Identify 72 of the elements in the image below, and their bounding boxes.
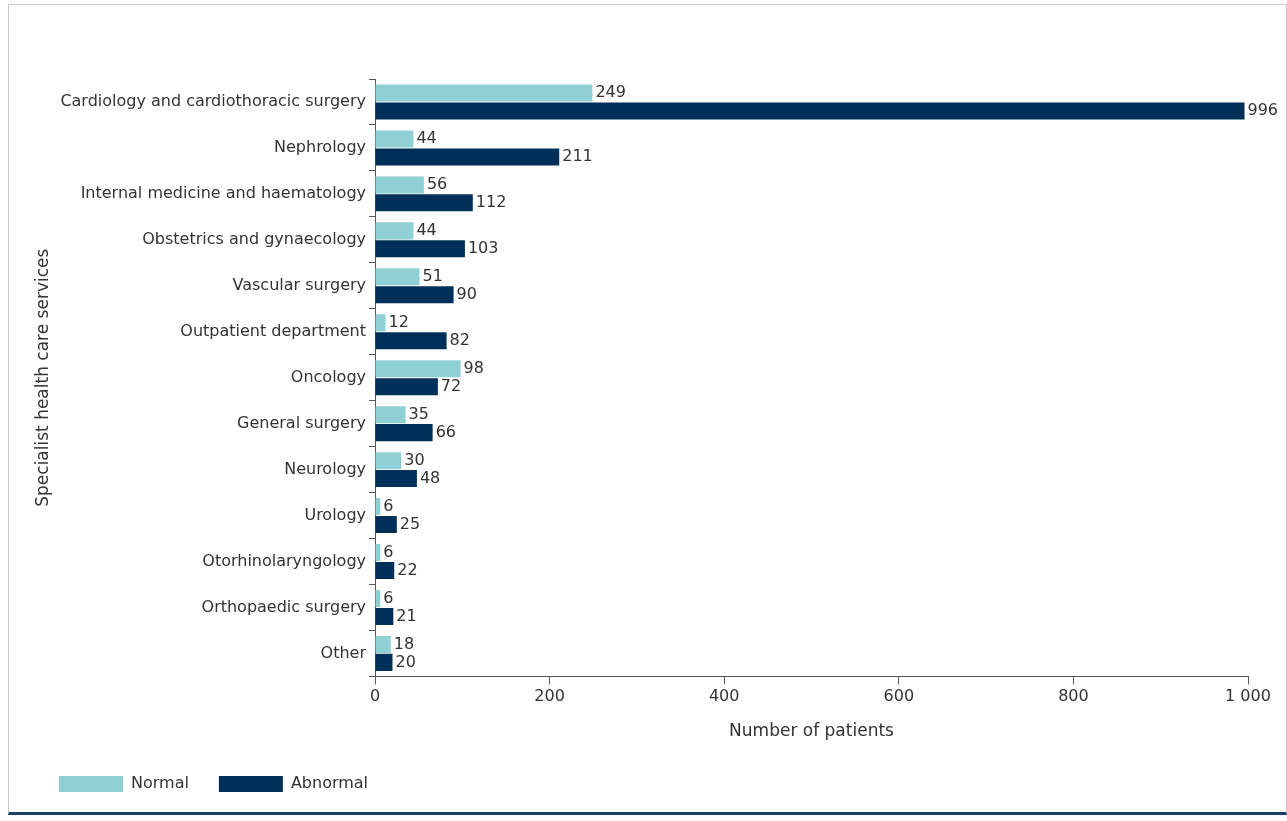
bar	[375, 176, 424, 194]
x-axis-title: Number of patients	[729, 720, 895, 741]
y-tick-label: Oncology	[290, 366, 367, 386]
x-tick-label: 800	[1058, 686, 1089, 706]
data-label: 18	[393, 633, 415, 653]
y-tick-label: Neurology	[284, 458, 367, 478]
data-label: 66	[435, 421, 456, 441]
data-label: 249	[595, 82, 626, 102]
y-tick-label: Urology	[304, 504, 367, 524]
bar	[375, 268, 420, 286]
bar	[375, 424, 433, 442]
y-axis-title: Specialist health care services	[31, 248, 52, 507]
data-label: 6	[383, 495, 394, 515]
data-label: 48	[419, 467, 441, 487]
y-tick-label: Outpatient department	[180, 320, 367, 340]
data-label: 72	[440, 375, 462, 395]
data-label: 996	[1247, 100, 1279, 120]
bar	[375, 635, 391, 653]
bar	[375, 240, 465, 258]
bar	[375, 194, 473, 212]
data-label: 35	[408, 403, 429, 423]
bar	[375, 406, 406, 424]
y-tick-label: Obstetrics and gynaecology	[142, 228, 367, 248]
bar	[375, 653, 393, 671]
data-label: 30	[404, 449, 425, 469]
y-tick-label: Vascular surgery	[232, 274, 367, 294]
bar	[375, 148, 560, 166]
y-tick-label: Internal medicine and haematology	[80, 183, 367, 203]
data-label: 21	[396, 605, 417, 625]
bar	[375, 84, 593, 102]
data-label: 211	[562, 146, 593, 166]
legend-label: Abnormal	[290, 773, 369, 793]
bar	[375, 332, 447, 350]
bar	[375, 314, 386, 332]
data-label: 6	[383, 587, 394, 607]
y-tick-label: Nephrology	[274, 137, 367, 157]
bar	[375, 516, 397, 534]
bar	[375, 452, 402, 470]
bar	[375, 360, 461, 378]
bar	[375, 378, 438, 396]
y-tick-label: Cardiology and cardiothoracic surgery	[60, 91, 367, 111]
data-label: 12	[388, 311, 409, 331]
data-label: 25	[399, 513, 421, 533]
x-tick-label: 1 000	[1225, 686, 1271, 706]
data-label: 22	[397, 559, 418, 579]
bar	[375, 222, 414, 240]
bar	[375, 102, 1245, 120]
data-label: 82	[449, 329, 470, 349]
data-label: 90	[456, 283, 477, 303]
bar	[375, 607, 394, 625]
data-label: 51	[422, 265, 443, 285]
bar	[375, 561, 395, 579]
data-label: 44	[416, 220, 437, 240]
data-label: 6	[383, 541, 394, 561]
legend-label: Normal	[131, 773, 189, 793]
y-tick-label: Otorhinolaryngology	[202, 550, 367, 570]
data-label: 20	[395, 651, 416, 671]
x-tick-label: 400	[708, 686, 740, 706]
bar	[375, 130, 414, 148]
data-label: 56	[426, 174, 448, 194]
x-tick-label: 0	[369, 686, 381, 706]
data-label: 44	[416, 128, 437, 148]
y-tick-label: Other	[320, 642, 367, 662]
y-tick-label: General surgery	[237, 412, 367, 432]
bar	[375, 470, 417, 488]
bar	[375, 286, 454, 304]
data-label: 98	[463, 357, 484, 377]
data-label: 103	[467, 237, 499, 257]
x-tick-label: 600	[883, 686, 915, 706]
y-tick-label: Orthopaedic surgery	[201, 596, 367, 616]
data-label: 112	[475, 192, 507, 211]
x-tick-label: 200	[534, 686, 565, 706]
